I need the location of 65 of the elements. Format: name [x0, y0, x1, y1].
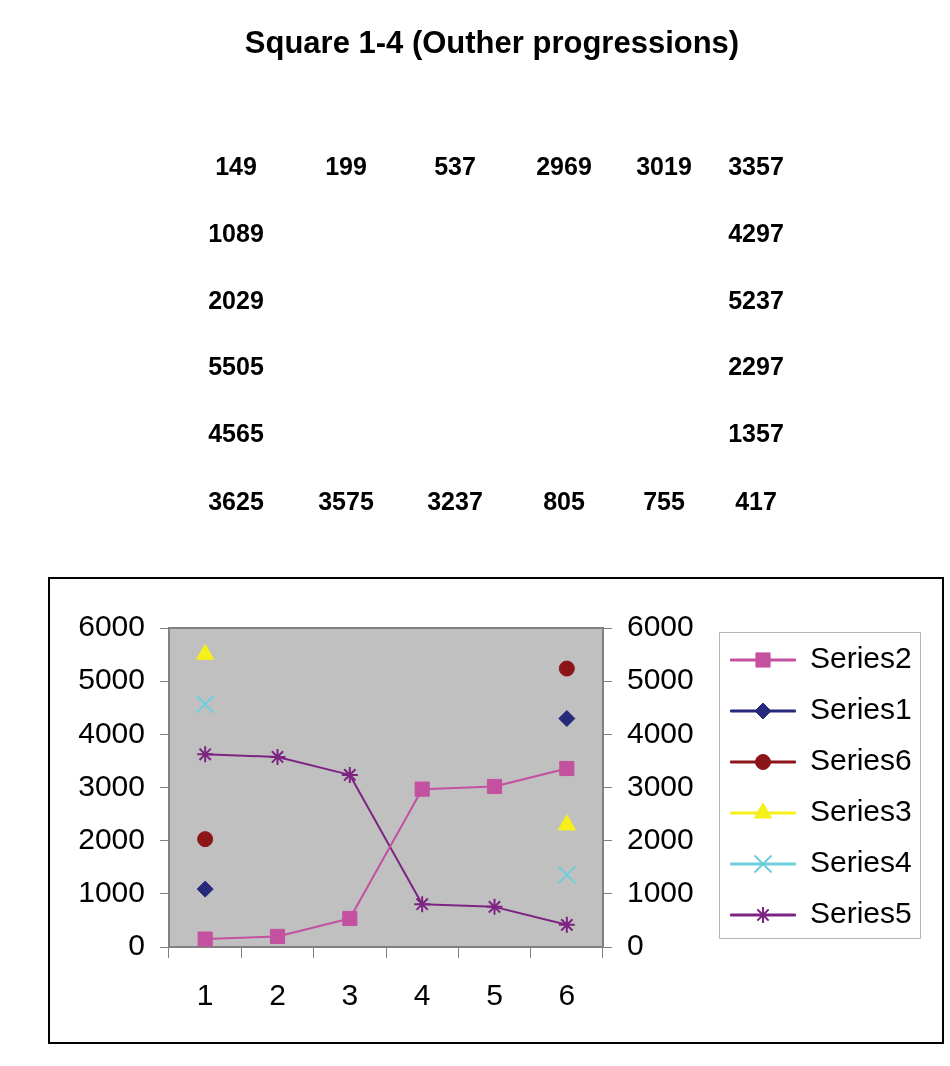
text: 1357: [727, 418, 785, 448]
text: 755: [642, 486, 686, 516]
point: [558, 710, 576, 728]
text: 4297: [727, 218, 785, 248]
legend-label: Series3: [810, 794, 912, 828]
point: [485, 897, 504, 916]
y-tick-label: 5000: [78, 662, 145, 696]
x-tick-label: 5: [486, 978, 503, 1012]
point: [340, 765, 359, 784]
y2-tick-label: 1000: [627, 875, 694, 909]
x-tick-label: 3: [341, 978, 359, 1012]
text: 1089: [207, 218, 265, 248]
legend-label: Series5: [810, 896, 912, 930]
point: [195, 694, 215, 714]
text: 2969: [535, 151, 593, 181]
text: 417: [734, 486, 778, 516]
y-tick-label: 2000: [78, 821, 145, 855]
y2-tick-label: 6000: [627, 609, 694, 643]
y-tick-label: 4000: [78, 715, 145, 749]
legend-label: Series2: [810, 641, 912, 675]
x-tick-label: 6: [558, 978, 576, 1012]
point: [197, 831, 214, 848]
y-tick-label: 0: [128, 928, 145, 962]
text: 3575: [317, 486, 375, 516]
point: [486, 778, 503, 795]
x-tick-label: 2: [269, 978, 286, 1012]
y2-tick-label: 3000: [627, 768, 694, 802]
text: 2029: [207, 285, 265, 315]
y-tick-label: 1000: [78, 875, 145, 909]
point: [413, 895, 432, 914]
y2-tick-label: 2000: [627, 821, 694, 855]
text: 805: [542, 486, 586, 516]
point: [268, 747, 287, 766]
text: Square 1-4 (Outher progressions): [243, 24, 741, 62]
point: [557, 915, 576, 934]
text: 3357: [727, 151, 785, 181]
point: [558, 660, 575, 677]
text: 149: [214, 151, 258, 181]
legend-label: Series6: [810, 743, 912, 777]
y2-tick-label: 5000: [627, 662, 694, 696]
x-tick-label: 4: [413, 978, 431, 1012]
legend-label: Series4: [810, 845, 912, 879]
point: [196, 745, 215, 764]
y-tick-label: 3000: [78, 768, 145, 802]
y-tick-label: 6000: [78, 609, 145, 643]
text: 3019: [635, 151, 693, 181]
point: [269, 928, 286, 944]
y2-tick-label: 0: [627, 928, 644, 962]
point: [414, 781, 430, 797]
legend-label: Series1: [810, 692, 912, 726]
x-tick-label: 1: [196, 978, 214, 1012]
text: 537: [433, 151, 477, 181]
text: 3237: [426, 486, 484, 516]
point: [196, 880, 214, 898]
point: [342, 910, 358, 927]
point: [197, 931, 213, 947]
text: 3625: [207, 486, 265, 516]
text: 4565: [207, 418, 265, 448]
y2-tick-label: 4000: [627, 715, 694, 749]
text: 2297: [727, 351, 785, 381]
text: 199: [324, 151, 368, 181]
point: [557, 865, 577, 885]
point: [559, 760, 575, 777]
text: 5505: [207, 351, 265, 381]
text: 5237: [727, 285, 785, 315]
